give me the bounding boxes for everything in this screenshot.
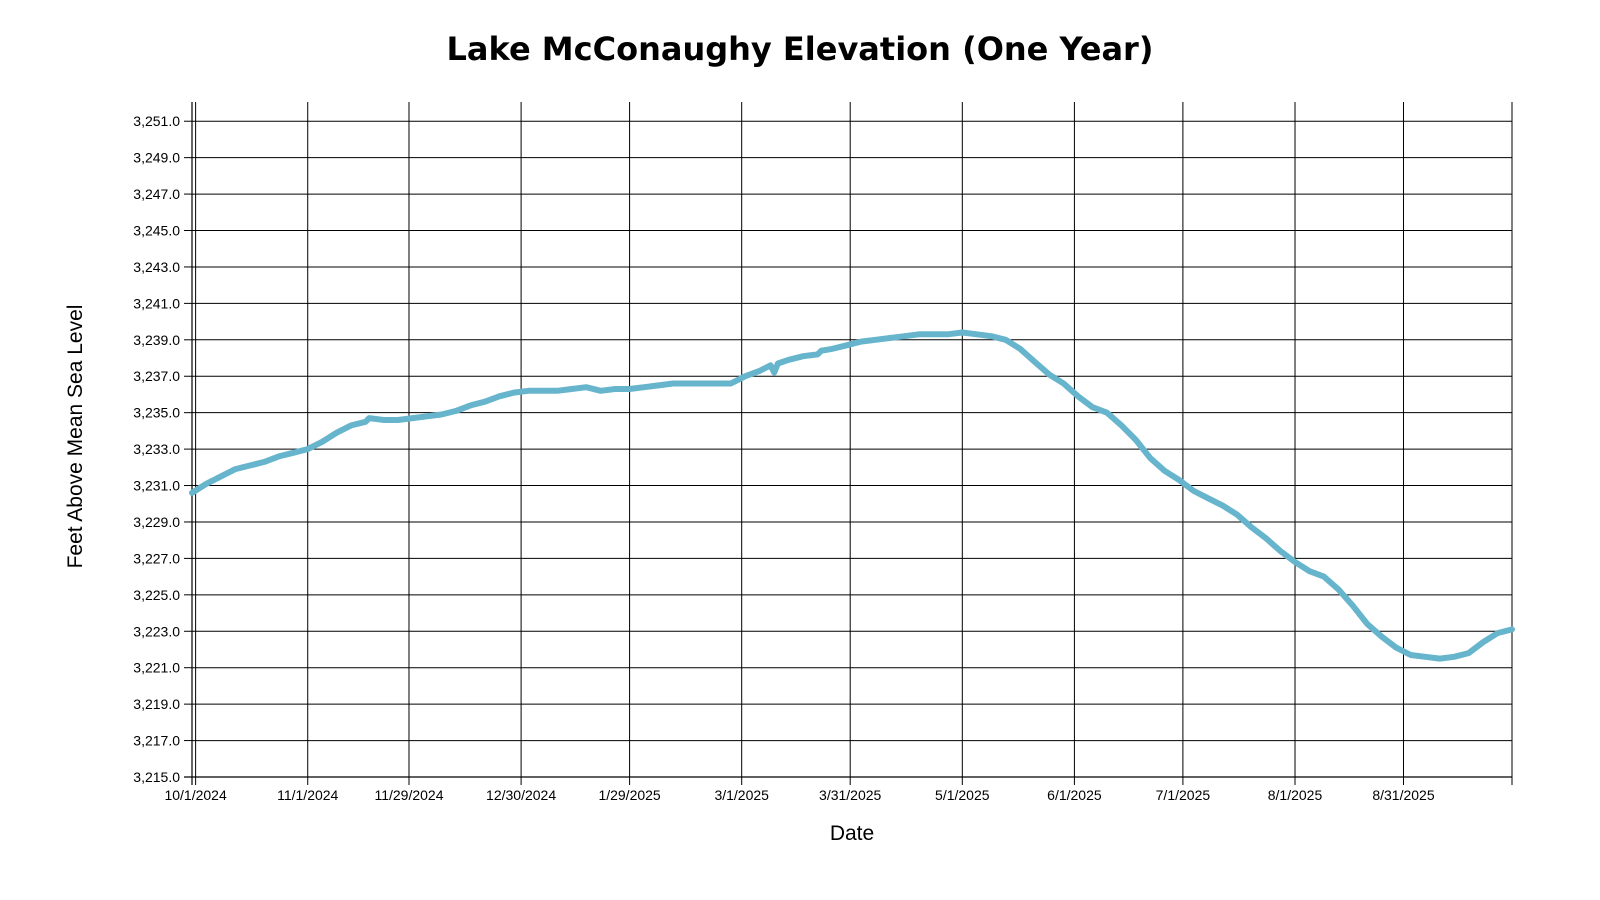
y-tick-label: 3,215.0 (133, 769, 180, 785)
y-axis-title: Feet Above Mean Sea Level (64, 305, 87, 569)
y-tick-label: 3,249.0 (133, 150, 180, 166)
axes: 3,215.0 3,217.0 3,219.0 3,221.0 3,223.0 3,225… (133, 102, 1513, 803)
y-tick-label: 3,239.0 (133, 332, 180, 348)
y-tick-label: 3,225.0 (133, 587, 180, 603)
y-tick-label: 3,235.0 (133, 405, 180, 421)
x-tick-label: 5/1/2025 (935, 787, 990, 803)
y-tick-label: 3,219.0 (133, 696, 180, 712)
y-tick-label: 3,237.0 (133, 368, 180, 384)
x-tick-label: 3/31/2025 (819, 787, 881, 803)
y-tick-label: 3,227.0 (133, 550, 180, 566)
x-tick-label: 8/31/2025 (1372, 787, 1434, 803)
y-tick-label: 3,221.0 (133, 660, 180, 676)
x-tick-label: 11/29/2024 (374, 787, 443, 803)
y-tick-label: 3,251.0 (133, 113, 180, 129)
y-tick-label: 3,231.0 (133, 478, 180, 494)
x-tick-label: 11/1/2024 (277, 787, 338, 803)
y-tick-label: 3,233.0 (133, 441, 180, 457)
x-tick-label: 1/29/2025 (598, 787, 660, 803)
x-axis-title: Date (830, 822, 874, 845)
x-tick-label: 10/1/2024 (164, 787, 226, 803)
y-tick-label: 3,223.0 (133, 623, 180, 639)
series-layer (189, 329, 1515, 662)
x-tick-label: 7/1/2025 (1156, 787, 1211, 803)
x-tick-label: 6/1/2025 (1047, 787, 1102, 803)
y-tick-label: 3,245.0 (133, 223, 180, 239)
grid (192, 102, 1512, 778)
series-line (189, 329, 1515, 662)
y-tick-label: 3,247.0 (133, 186, 180, 202)
x-tick-label: 3/1/2025 (714, 787, 769, 803)
y-tick-label: 3,229.0 (133, 514, 180, 530)
y-tick-label: 3,243.0 (133, 259, 180, 275)
y-tick-label: 3,241.0 (133, 295, 180, 311)
y-tick-label: 3,217.0 (133, 733, 180, 749)
x-tick-label: 12/30/2024 (486, 787, 556, 803)
chart-title: Lake McConaughy Elevation (One Year) (446, 30, 1154, 68)
x-tick-label: 8/1/2025 (1268, 787, 1323, 803)
